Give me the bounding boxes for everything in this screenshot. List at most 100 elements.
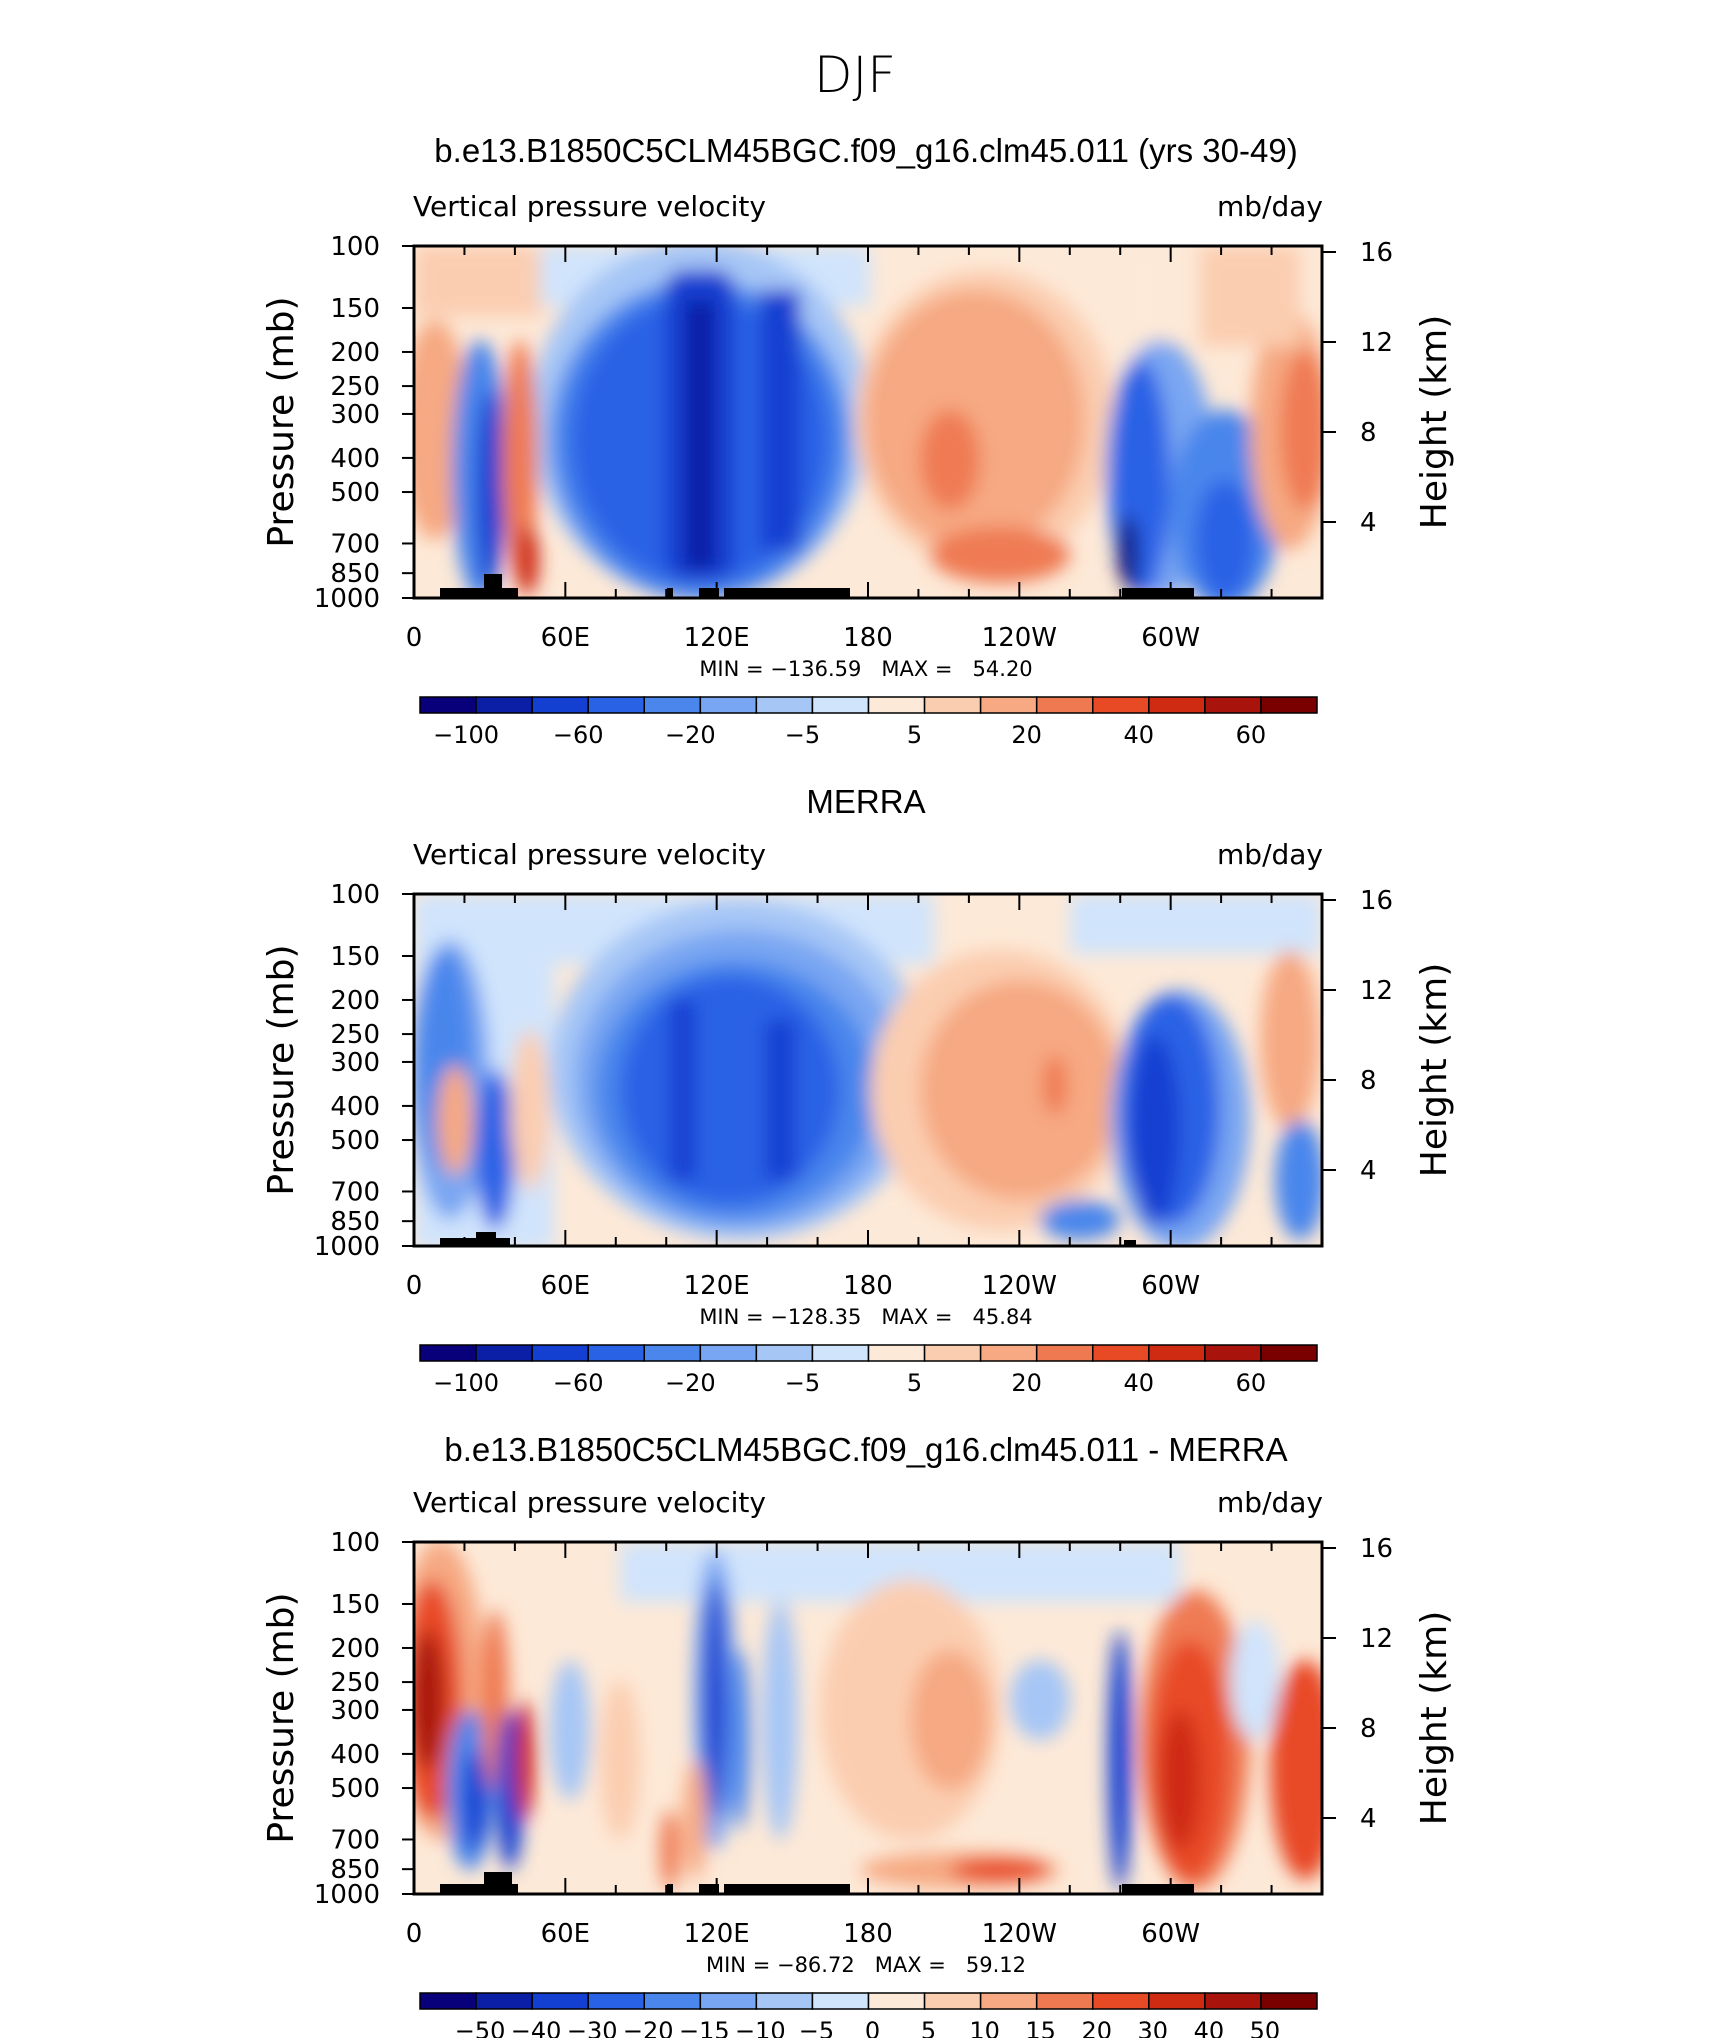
y-tick-label: 850 bbox=[330, 1207, 380, 1237]
y-right-tick-label: 4 bbox=[1360, 1156, 1377, 1186]
y-tick-label: 150 bbox=[330, 942, 380, 972]
colorbar-box bbox=[867, 1992, 926, 2010]
colorbar-box bbox=[923, 1344, 982, 1362]
colorbar-box bbox=[531, 1992, 589, 2010]
colorbar-box bbox=[811, 1992, 870, 2010]
colorbar-box bbox=[979, 696, 1038, 714]
y-tick-label: 1000 bbox=[314, 1880, 380, 1910]
colorbar-box bbox=[755, 1344, 814, 1362]
y-tick-label: 700 bbox=[330, 1825, 380, 1855]
colorbar-label: −50 bbox=[455, 2017, 506, 2038]
colorbar-box bbox=[699, 1992, 758, 2010]
colorbar-box bbox=[1204, 1344, 1262, 1362]
colorbar-label: 15 bbox=[1025, 2017, 1056, 2038]
colorbar-box bbox=[1035, 1344, 1094, 1362]
panel-title: b.e13.B1850C5CLM45BGC.f09_g16.clm45.011 … bbox=[434, 132, 1297, 169]
colorbar-box bbox=[699, 696, 758, 714]
y-tick-label: 400 bbox=[330, 1092, 380, 1122]
colorbar bbox=[419, 1344, 1318, 1362]
y-tick-label: 500 bbox=[330, 1126, 380, 1156]
colorbar-label: −100 bbox=[433, 1369, 499, 1397]
y-right-axis-label: Height (km) bbox=[1414, 1611, 1455, 1825]
colorbar-box bbox=[475, 1992, 533, 2010]
colorbar-box bbox=[1092, 1344, 1150, 1362]
x-tick-label: 60E bbox=[541, 623, 591, 653]
y-right-tick-labels: 16 12 8 4 bbox=[1360, 1534, 1393, 1834]
colorbar-label: −20 bbox=[665, 1369, 716, 1397]
y-right-tick-label: 16 bbox=[1360, 238, 1393, 268]
y-tick-label: 200 bbox=[330, 1634, 380, 1664]
x-tick-label: 120E bbox=[684, 1271, 750, 1301]
axis-ticks bbox=[402, 893, 1336, 1247]
colorbar-box bbox=[1260, 696, 1318, 714]
colorbar-labels: −100 −60 −20 −5 5 20 40 60 bbox=[433, 721, 1266, 749]
y-tick-label: 300 bbox=[330, 400, 380, 430]
colorbar-label: 40 bbox=[1194, 2017, 1225, 2038]
y-tick-label: 500 bbox=[330, 1774, 380, 1804]
y-tick-label: 700 bbox=[330, 1177, 380, 1207]
y-tick-label: 700 bbox=[330, 529, 380, 559]
x-tick-label: 120E bbox=[684, 1919, 750, 1949]
colorbar-box bbox=[643, 1344, 702, 1362]
colorbar-label: 10 bbox=[969, 2017, 1000, 2038]
colorbar-box bbox=[587, 696, 645, 714]
y-tick-label: 100 bbox=[330, 1528, 380, 1558]
colorbar-label: 60 bbox=[1236, 721, 1267, 749]
colorbar-label: −10 bbox=[735, 2017, 786, 2038]
colorbar-box bbox=[1148, 1344, 1206, 1362]
colorbar-box bbox=[531, 696, 589, 714]
colorbar-box bbox=[587, 1344, 645, 1362]
colorbar-box bbox=[1260, 1344, 1318, 1362]
y-tick-label: 300 bbox=[330, 1696, 380, 1726]
axis-ticks bbox=[402, 245, 1336, 599]
x-tick-label: 180 bbox=[843, 1271, 893, 1301]
axis-ticks bbox=[402, 1541, 1336, 1895]
contour-field bbox=[414, 246, 1322, 598]
panel-difference: b.e13.B1850C5CLM45BGC.f09_g16.clm45.011 … bbox=[261, 1431, 1455, 2038]
y-right-axis-label: Height (km) bbox=[1414, 963, 1455, 1177]
colorbar-box bbox=[923, 1992, 982, 2010]
colorbar-box bbox=[979, 1992, 1038, 2010]
y-tick-label: 150 bbox=[330, 1590, 380, 1620]
y-tick-label: 1000 bbox=[314, 1232, 380, 1262]
colorbar-label: −5 bbox=[785, 1369, 820, 1397]
y-right-tick-label: 16 bbox=[1360, 886, 1393, 916]
colorbar-box bbox=[1035, 696, 1094, 714]
colorbar-box bbox=[1204, 1992, 1262, 2010]
colorbar bbox=[419, 1992, 1318, 2010]
min-max-text: MIN = −136.59 MAX = 54.20 bbox=[699, 657, 1032, 681]
colorbar-box bbox=[531, 1344, 589, 1362]
x-tick-label: 0 bbox=[406, 1271, 423, 1301]
x-tick-label: 60W bbox=[1141, 623, 1200, 653]
y-tick-label: 300 bbox=[330, 1048, 380, 1078]
colorbar-label: 20 bbox=[1011, 1369, 1042, 1397]
y-right-tick-label: 8 bbox=[1360, 1066, 1377, 1096]
colorbar-labels: −100 −60 −20 −5 5 20 40 60 bbox=[433, 1369, 1266, 1397]
colorbar-label: 40 bbox=[1124, 1369, 1155, 1397]
colorbar-box bbox=[979, 1344, 1038, 1362]
colorbar-box bbox=[643, 1992, 702, 2010]
y-right-tick-label: 12 bbox=[1360, 328, 1393, 358]
y-tick-label: 200 bbox=[330, 338, 380, 368]
right-string: mb/day bbox=[1217, 838, 1323, 871]
x-tick-label: 60W bbox=[1141, 1271, 1200, 1301]
x-tick-label: 0 bbox=[406, 623, 423, 653]
colorbar-box bbox=[475, 696, 533, 714]
colorbar-box bbox=[811, 1344, 870, 1362]
y-right-tick-label: 8 bbox=[1360, 418, 1377, 448]
x-tick-label: 180 bbox=[843, 623, 893, 653]
y-right-tick-label: 4 bbox=[1360, 508, 1377, 538]
colorbar-box bbox=[1092, 696, 1150, 714]
colorbar-label: −15 bbox=[679, 2017, 730, 2038]
colorbar-box bbox=[419, 1344, 477, 1362]
x-tick-label: 120W bbox=[982, 1919, 1057, 1949]
y-tick-label: 250 bbox=[330, 1020, 380, 1050]
y-tick-label: 850 bbox=[330, 1855, 380, 1885]
x-tick-label: 60W bbox=[1141, 1919, 1200, 1949]
colorbar-box bbox=[1260, 1992, 1318, 2010]
y-axis-label: Pressure (mb) bbox=[261, 944, 302, 1195]
y-right-tick-label: 12 bbox=[1360, 976, 1393, 1006]
y-right-tick-label: 4 bbox=[1360, 1804, 1377, 1834]
colorbar-box bbox=[643, 696, 702, 714]
